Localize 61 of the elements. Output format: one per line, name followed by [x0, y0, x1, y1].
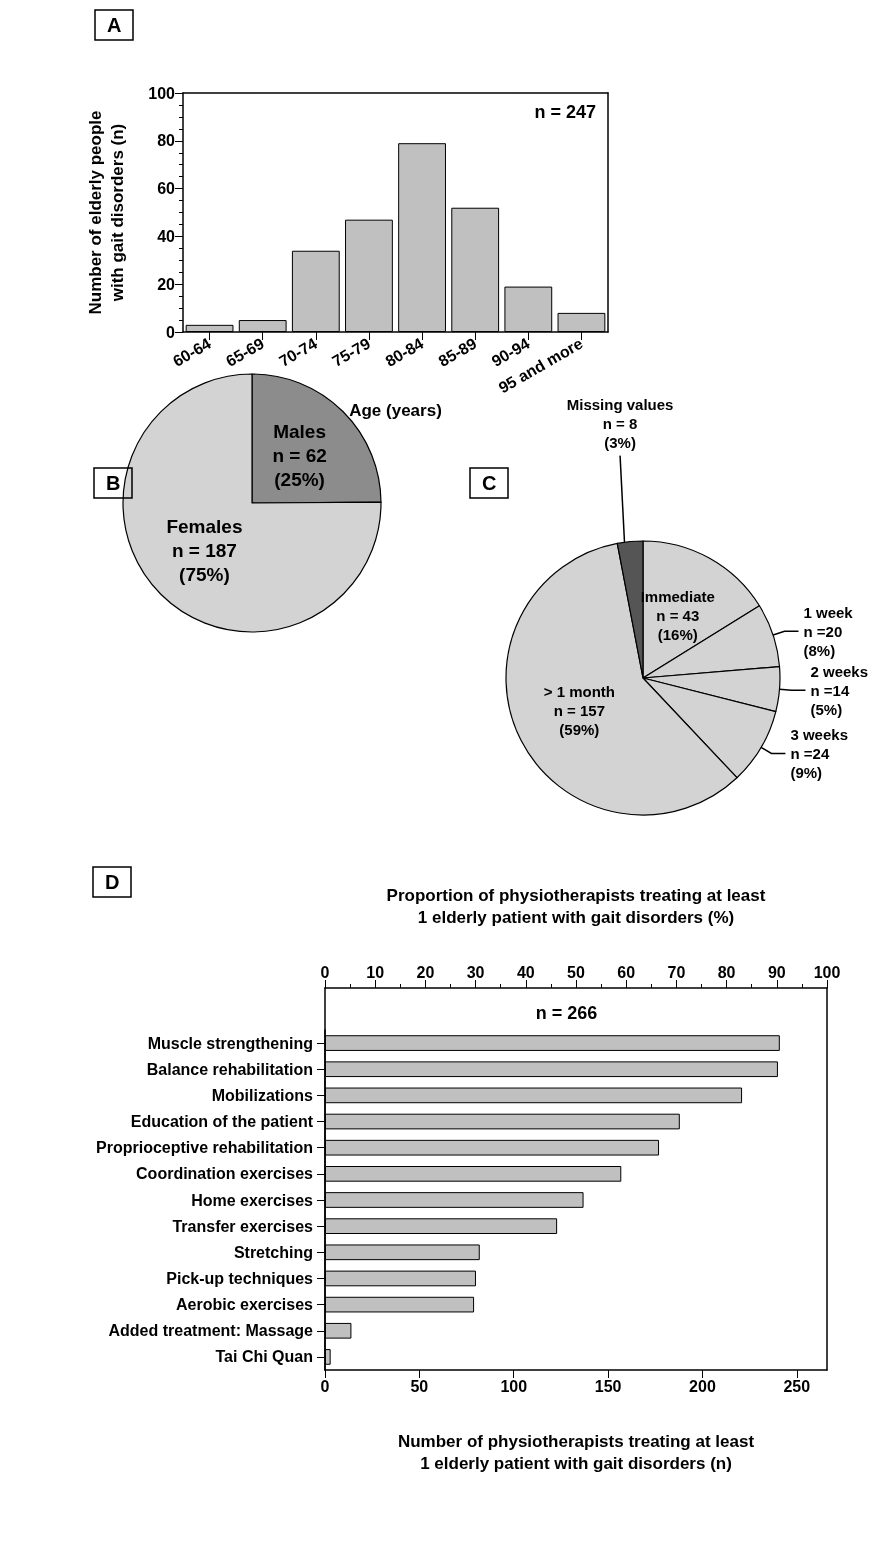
text: C [482, 472, 497, 494]
text: n = 266 [535, 1003, 598, 1023]
slice-label: > 1 month [543, 683, 615, 701]
data-label: n = 157 (59%) [553, 702, 605, 739]
slice-label: Males [273, 420, 326, 442]
annotation: n = 247 [534, 102, 597, 122]
y-tick-label: Education of the patient [130, 1113, 314, 1131]
slice-label: 1 week [803, 603, 854, 621]
chart-title: A [107, 14, 122, 36]
data-label: n = 43 (16%) [656, 607, 700, 644]
text: B [106, 472, 121, 494]
x-tick-label: 150 [594, 1377, 622, 1395]
x2-tick-label: 100 [813, 963, 841, 981]
y-tick-label: 100 [148, 84, 176, 102]
y-tick-label: Proprioceptive rehabilitation [96, 1139, 313, 1157]
y-tick-label: 60 [157, 180, 176, 198]
y-tick-label: Stretching [233, 1243, 313, 1261]
y-tick-label: Added treatment: Massage [108, 1322, 314, 1340]
slice-label: Missing values [566, 396, 674, 414]
data-label: n = 187 (75%) [171, 540, 237, 586]
x-tick-label: 250 [783, 1377, 811, 1395]
x2-tick-label: 30 [466, 963, 485, 981]
data-label: n =24 (9%) [790, 745, 830, 782]
x-axis-title: Age (years) [349, 401, 442, 421]
x2-tick-label: 90 [767, 963, 786, 981]
text: D [105, 871, 120, 893]
data-label: n = 8 (3%) [602, 415, 638, 452]
x2-tick-label: 10 [366, 963, 385, 981]
x2-tick-label: 70 [667, 963, 686, 981]
y-axis-title: Number of elderly people with gait disorders (n) [85, 110, 127, 315]
x-tick-label: 200 [689, 1377, 716, 1395]
data-label: n =20 (8%) [803, 622, 843, 659]
y-tick-label: Home exercises [191, 1191, 314, 1209]
x2-tick-label: 60 [617, 963, 636, 981]
x-tick-label: 100 [500, 1377, 528, 1395]
x-axis-title: Number of physiotherapists treating at least 1 elderly patient with gait disorders (n) [397, 1431, 755, 1473]
y-tick-label: Transfer exercises [172, 1217, 314, 1235]
y-tick-label: Pick-up techniques [166, 1269, 314, 1287]
y-tick-label: 40 [157, 227, 176, 245]
y-tick-label: Mobilizations [211, 1086, 314, 1104]
y-tick-label: Balance rehabilitation [146, 1060, 313, 1078]
slice-label: 2 weeks [810, 662, 869, 680]
y-tick-label: Coordination exercises [136, 1165, 314, 1183]
slice-label: 3 weeks [790, 726, 848, 744]
y-tick-label: 80 [157, 132, 176, 150]
y-tick-label: Muscle strengthening [147, 1034, 313, 1052]
data-label: n =14 (5%) [810, 681, 850, 718]
y-tick-label: Aerobic exercises [176, 1296, 314, 1314]
x2-tick-label: 0 [320, 963, 330, 981]
x2-tick-label: 20 [416, 963, 435, 981]
data-label: n = 62 (25%) [272, 444, 327, 490]
x2-axis-title: Proportion of physiotherapists treating at least 1 elderly patient with gait disorders (%) [386, 885, 766, 927]
y-tick-label: 20 [157, 275, 176, 293]
y-tick-label: Tai Chi Quan [215, 1348, 313, 1366]
x2-tick-label: 50 [567, 963, 585, 981]
x-tick-label: 0 [320, 1377, 330, 1395]
x2-tick-label: 80 [717, 963, 736, 981]
slice-label: Females [166, 516, 243, 538]
x2-tick-label: 40 [516, 963, 535, 981]
x-tick-label: 50 [410, 1377, 429, 1395]
y-tick-label: 0 [166, 323, 176, 341]
